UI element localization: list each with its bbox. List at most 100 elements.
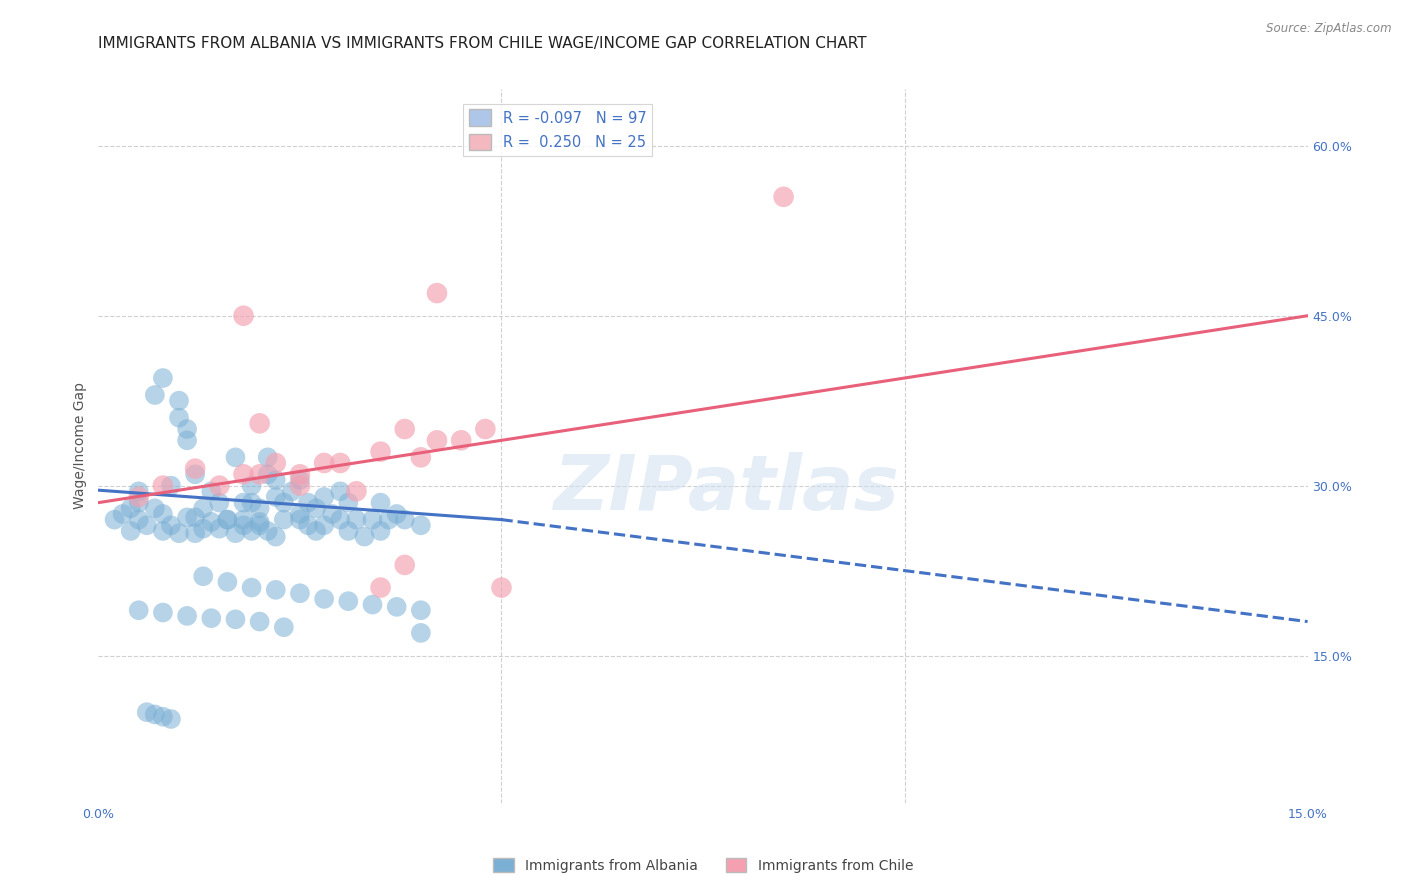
Point [176,608,198,623]
Text: ZIPatlas: ZIPatlas [554,452,900,525]
Point [370,524,392,538]
Point [288,473,311,487]
Point [160,518,183,533]
Point [152,507,174,521]
Point [394,513,416,527]
Point [329,484,352,499]
Point [273,620,295,634]
Point [160,478,183,492]
Point [344,484,367,499]
Point [167,410,190,425]
Point [329,456,352,470]
Point [273,495,295,509]
Point [160,712,183,726]
Point [240,478,263,492]
Point [184,461,207,475]
Point [249,515,271,529]
Point [353,530,375,544]
Point [426,434,449,448]
Point [491,581,513,595]
Point [409,450,432,465]
Y-axis label: Wage/Income Gap: Wage/Income Gap [73,383,87,509]
Point [135,518,157,533]
Point [176,510,198,524]
Point [249,501,271,516]
Point [249,615,271,629]
Point [329,513,352,527]
Point [128,495,150,509]
Point [361,598,384,612]
Point [208,478,231,492]
Point [264,473,287,487]
Point [337,594,360,608]
Point [120,501,142,516]
Point [409,603,432,617]
Point [152,709,174,723]
Point [288,586,311,600]
Point [344,513,367,527]
Point [200,611,222,625]
Point [152,371,174,385]
Point [167,393,190,408]
Point [321,507,343,521]
Point [217,513,239,527]
Point [217,574,239,589]
Point [394,558,416,572]
Text: IMMIGRANTS FROM ALBANIA VS IMMIGRANTS FROM CHILE WAGE/INCOME GAP CORRELATION CHA: IMMIGRANTS FROM ALBANIA VS IMMIGRANTS FR… [98,36,868,51]
Point [128,484,150,499]
Point [152,478,174,492]
Point [128,513,150,527]
Point [184,510,207,524]
Point [176,422,198,436]
Point [288,507,311,521]
Point [426,286,449,301]
Point [409,626,432,640]
Point [337,495,360,509]
Point [385,599,408,614]
Point [143,388,166,402]
Point [193,501,215,516]
Point [224,526,246,541]
Point [249,518,271,533]
Point [337,524,360,538]
Point [232,513,254,527]
Point [184,467,207,482]
Point [208,522,231,536]
Point [232,309,254,323]
Text: Source: ZipAtlas.com: Source: ZipAtlas.com [1267,22,1392,36]
Point [120,524,142,538]
Point [256,467,278,482]
Point [370,581,392,595]
Point [249,417,271,431]
Point [264,456,287,470]
Point [377,513,399,527]
Point [184,526,207,541]
Point [314,518,336,533]
Point [200,484,222,499]
Point [288,467,311,482]
Point [232,495,254,509]
Point [143,707,166,722]
Point [103,513,125,527]
Point [361,513,384,527]
Point [281,484,304,499]
Point [385,507,408,521]
Point [264,530,287,544]
Point [152,524,174,538]
Point [224,450,246,465]
Point [240,495,263,509]
Point [111,507,134,521]
Point [217,513,239,527]
Point [240,524,263,538]
Point [297,518,319,533]
Point [167,526,190,541]
Point [249,467,271,482]
Point [128,603,150,617]
Point [128,490,150,504]
Point [256,524,278,538]
Point [305,524,328,538]
Point [314,591,336,606]
Point [264,490,287,504]
Point [232,518,254,533]
Point [176,434,198,448]
